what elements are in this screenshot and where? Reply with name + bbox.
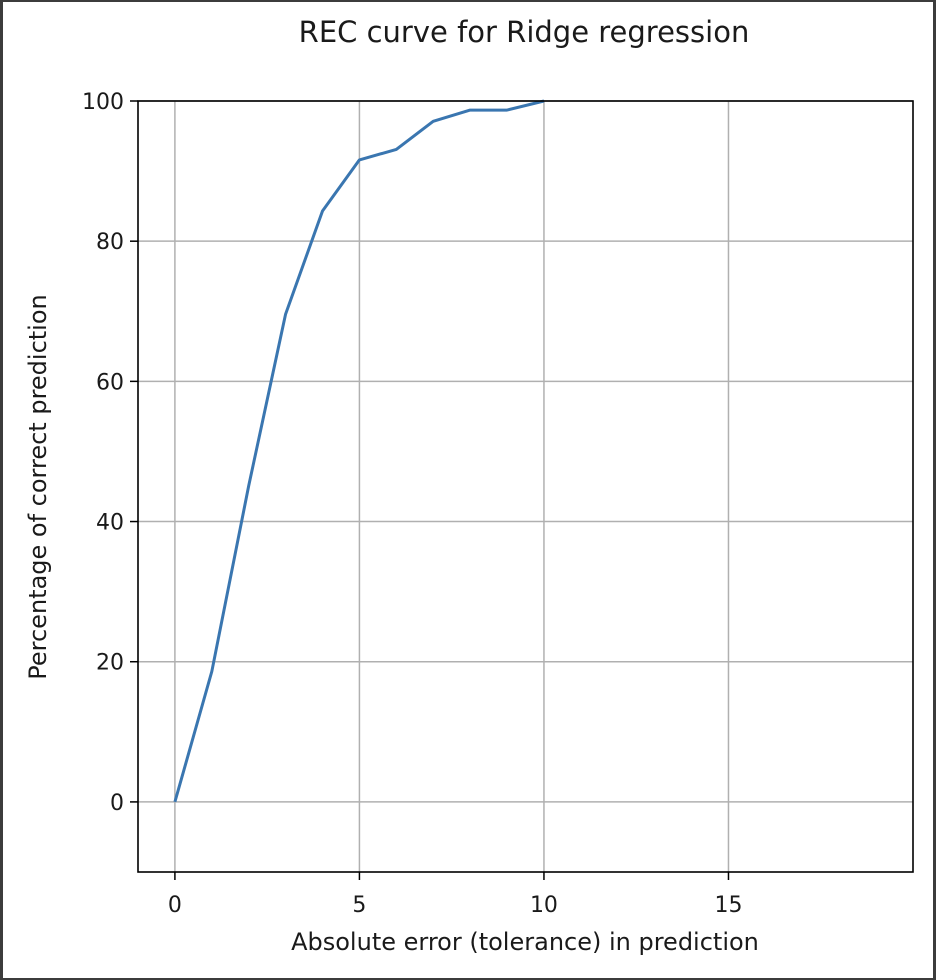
y-tick-label: 0 bbox=[110, 791, 124, 816]
axis-ticks: 0 5 10 15 0 20 40 60 80 100 bbox=[82, 90, 742, 918]
x-tick-label: 10 bbox=[530, 893, 558, 918]
grid-lines bbox=[138, 100, 913, 872]
y-tick-label: 100 bbox=[82, 90, 124, 115]
y-tick-label: 40 bbox=[96, 511, 124, 536]
x-axis-label: Absolute error (tolerance) in prediction bbox=[291, 928, 759, 956]
x-tick-label: 15 bbox=[714, 893, 742, 918]
y-axis-label: Percentage of correct prediction bbox=[24, 294, 52, 679]
chart-title: REC curve for Ridge regression bbox=[299, 15, 750, 49]
y-tick-label: 60 bbox=[96, 370, 124, 395]
plot-series bbox=[173, 99, 545, 803]
rec-curve-line bbox=[173, 99, 545, 803]
x-tick-label: 0 bbox=[168, 893, 182, 918]
y-tick-label: 20 bbox=[96, 651, 124, 676]
axes-frame bbox=[137, 100, 914, 873]
x-tick-label: 5 bbox=[352, 893, 366, 918]
y-tick-label: 80 bbox=[96, 230, 124, 255]
